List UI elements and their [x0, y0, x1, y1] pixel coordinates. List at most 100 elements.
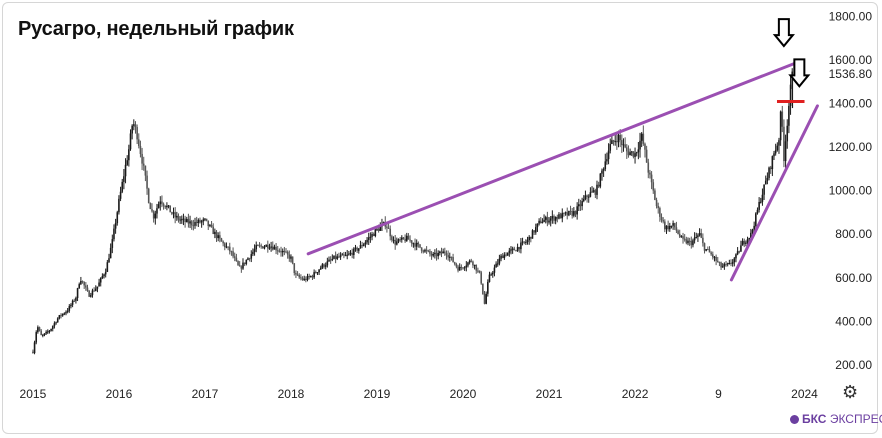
price-candle-body: [539, 220, 542, 224]
x-tick-label: 9: [715, 387, 722, 401]
price-candle-body: [543, 219, 545, 223]
price-candle-body: [581, 201, 583, 207]
price-candle-body: [482, 283, 484, 295]
price-candle-body: [455, 264, 458, 267]
price-candle-body: [632, 151, 635, 157]
price-candle-body: [407, 235, 410, 240]
y-tick-label: 1200.00: [829, 140, 873, 154]
price-candle-body: [769, 167, 772, 170]
price-candle-body: [720, 262, 722, 268]
y-tick-label: 400.00: [835, 314, 872, 328]
price-candle-body: [103, 274, 105, 277]
price-candle-body: [338, 256, 340, 258]
x-tick-label: 2015: [20, 387, 47, 401]
price-candle-body: [149, 202, 152, 210]
price-candle-body: [162, 203, 165, 206]
price-candle-body: [237, 260, 239, 266]
price-candle-body: [151, 209, 153, 212]
price-candle-body: [551, 216, 554, 219]
price-candle-body: [698, 233, 701, 236]
price-candle-body: [253, 249, 256, 252]
price-candle-body: [161, 201, 163, 204]
price-candle-body: [682, 236, 684, 239]
price-candle-body: [627, 151, 630, 156]
price-candle-body: [429, 250, 431, 254]
price-candle-body: [263, 246, 266, 249]
price-candle-body: [705, 249, 707, 251]
price-candle-body: [339, 255, 342, 258]
price-candle-body: [214, 231, 216, 235]
price-candle-body: [248, 258, 251, 260]
price-candle-body: [477, 270, 479, 272]
price-candle-body: [346, 254, 349, 256]
price-candle-body: [273, 246, 276, 250]
price-candle-body: [205, 218, 208, 221]
price-candle-body: [318, 269, 320, 273]
price-candle-body: [247, 258, 249, 260]
price-candle-body: [452, 257, 454, 263]
price-candle-body: [578, 204, 580, 207]
price-candle-body: [63, 313, 66, 315]
price-candle-body: [506, 252, 509, 256]
price-candle-body: [401, 237, 403, 240]
y-tick-label: 200.00: [835, 358, 872, 372]
price-candle-body: [505, 254, 507, 256]
price-candle-body: [232, 251, 234, 257]
price-candle-body: [447, 255, 449, 258]
price-candle-body: [68, 306, 71, 311]
price-candle-body: [695, 237, 698, 239]
price-candle-body: [55, 322, 57, 324]
price-candle-body: [495, 263, 497, 268]
price-candle-body: [675, 227, 678, 231]
price-candle-body: [374, 229, 377, 236]
price-candle-body: [98, 282, 100, 287]
price-candle-body: [415, 242, 418, 247]
price-candle-body: [357, 248, 360, 251]
price-candle-body: [700, 233, 703, 238]
price-candle-body: [566, 212, 569, 216]
price-candle-body: [169, 205, 172, 213]
price-candle-body: [323, 264, 325, 267]
price-candle-body: [35, 332, 38, 343]
price-candle-body: [131, 125, 133, 134]
price-candle-body: [372, 234, 375, 236]
price-candle-body: [245, 259, 248, 264]
price-candle-body: [227, 246, 229, 248]
price-candle-body: [53, 323, 56, 327]
price-candle-body: [680, 236, 683, 238]
price-candle-body: [528, 236, 530, 241]
price-candle-body: [564, 212, 567, 214]
price-candle-body: [692, 240, 694, 246]
chart-card: [2, 2, 878, 434]
price-candle-body: [538, 220, 540, 224]
price-candle-body: [510, 249, 512, 251]
price-candle-body: [389, 228, 392, 237]
price-candle-body: [133, 124, 135, 126]
price-candle-body: [414, 243, 416, 247]
price-candle-body: [83, 281, 85, 286]
price-candle-body: [750, 232, 752, 238]
price-candle-body: [267, 244, 269, 249]
price-candle-body: [601, 170, 603, 174]
price-candle-body: [76, 288, 79, 298]
price-candle-body: [424, 249, 426, 252]
price-candle-body: [673, 223, 676, 228]
price-candle-body: [576, 206, 578, 215]
price-candle-body: [242, 262, 244, 269]
price-candle-body: [536, 223, 539, 228]
price-candle-body: [410, 240, 413, 244]
price-candle-body: [472, 261, 474, 266]
price-candle-body: [361, 245, 363, 247]
price-candle-body: [649, 172, 651, 175]
price-candle-body: [310, 276, 312, 278]
gear-icon[interactable]: ⚙: [842, 382, 859, 403]
price-candle-body: [501, 255, 504, 259]
price-candle-body: [531, 230, 534, 239]
price-candle-body: [520, 242, 522, 250]
price-candle-body: [657, 206, 660, 209]
price-candle-body: [556, 217, 559, 219]
price-candle-body: [573, 211, 575, 216]
price-candle-body: [584, 195, 587, 199]
price-candle-body: [281, 250, 284, 253]
